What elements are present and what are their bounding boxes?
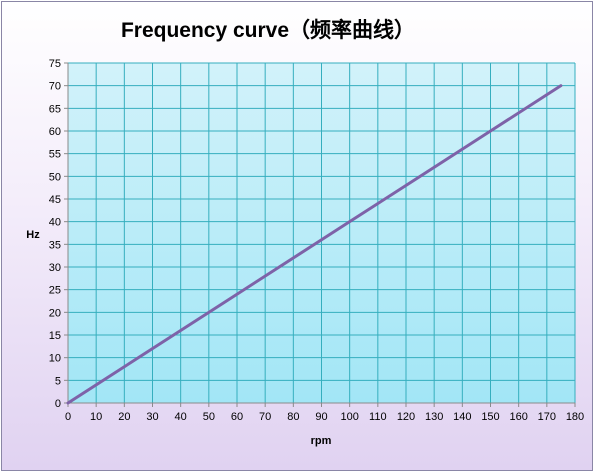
y-tick-label: 20 [49,307,61,319]
y-tick-label: 15 [49,330,61,342]
y-tick-label: 10 [49,353,61,365]
x-tick-label: 0 [65,411,71,423]
x-tick-label: 130 [425,411,443,423]
y-tick-labels: 0 5 10 15 20 25 30 35 40 45 50 55 60 65 70 75 [49,58,61,410]
x-tick-label: 140 [453,411,471,423]
y-tick-label: 70 [49,81,61,93]
x-tick-label: 20 [118,411,130,423]
x-tick-labels: 0 10 20 30 40 50 60 70 80 90 100 110 120 130 140 150 160… [65,411,584,423]
y-tick-label: 30 [49,262,61,274]
y-tick-label: 55 [49,149,61,161]
x-tick-label: 70 [259,411,271,423]
x-tick-label: 80 [287,411,299,423]
y-tick-label: 65 [49,103,61,115]
x-tick-label: 50 [203,411,215,423]
grid-lines [68,62,576,403]
x-tick-label: 40 [175,411,187,423]
y-tick-label: 25 [49,285,61,297]
x-tick-label: 110 [369,411,387,423]
y-tick-label: 0 [55,398,61,410]
x-tick-label: 10 [90,411,102,423]
y-tick-label: 45 [49,194,61,206]
x-tick-label: 180 [566,411,584,423]
x-tick-label: 60 [231,411,243,423]
x-axis-label: rpm [311,435,332,447]
x-tick-label: 160 [509,411,527,423]
y-tick-label: 35 [49,239,61,251]
y-tick-label: 5 [55,375,61,387]
x-tick-label: 90 [315,411,327,423]
y-tick-label: 50 [49,171,61,183]
y-tick-label: 60 [49,126,61,138]
series-layer [66,84,563,405]
x-tick-label: 100 [340,411,358,423]
y-tick-label: 75 [49,58,61,70]
x-tick-label: 120 [397,411,415,423]
axes [64,62,576,407]
y-tick-label: 40 [49,217,61,229]
x-tick-label: 30 [146,411,158,423]
series-line [66,84,563,405]
x-tick-label: 170 [538,411,556,423]
x-tick-label: 150 [481,411,499,423]
y-axis-label: Hz [26,229,40,241]
chart-title: Frequency curve（频率曲线） [121,18,415,42]
